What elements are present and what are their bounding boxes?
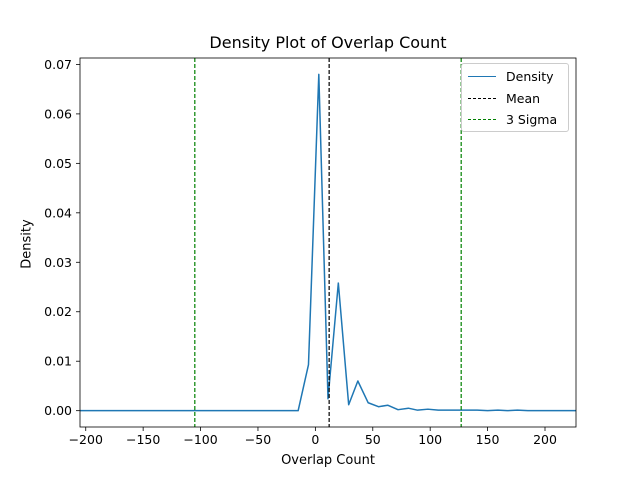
x-tick-label: 150 (476, 432, 500, 447)
chart-legend: Density Mean 3 Sigma (461, 63, 569, 132)
x-tick-label: 50 (365, 432, 381, 447)
chart-title: Density Plot of Overlap Count (209, 33, 447, 52)
y-tick-label: 0.07 (44, 57, 72, 72)
y-tick-label: 0.03 (44, 255, 72, 270)
y-tick-label: 0.04 (44, 205, 72, 220)
x-tick-label: 200 (533, 432, 557, 447)
x-axis-label: Overlap Count (281, 453, 375, 468)
legend-item-3-sigma: 3 Sigma (468, 110, 557, 128)
x-tick-label: −150 (126, 432, 160, 447)
legend-label-mean: Mean (506, 90, 541, 106)
y-tick-label: 0.06 (44, 106, 72, 121)
y-axis-label: Density (19, 219, 35, 269)
series-line-density (80, 73, 576, 412)
axes-frame (79, 57, 577, 428)
legend-label-3-sigma: 3 Sigma (506, 111, 558, 127)
legend-swatch-mean (468, 97, 496, 99)
legend-item-density: Density (468, 67, 554, 85)
y-tick-label: 0.01 (44, 354, 72, 369)
legend-item-mean: Mean (468, 89, 540, 107)
y-tick-label: 0.05 (44, 156, 72, 171)
legend-swatch-3-sigma (468, 118, 496, 120)
legend-swatch-density (468, 75, 496, 77)
x-tick-label: 100 (418, 432, 442, 447)
x-tick-label: −100 (183, 432, 217, 447)
y-tick-label: 0.02 (44, 304, 72, 319)
x-tick-label: −50 (245, 432, 271, 447)
x-tick-label: −200 (69, 432, 103, 447)
y-tick-label: 0.00 (44, 403, 72, 418)
x-tick-label: 0 (311, 432, 319, 447)
legend-label-density: Density (506, 68, 554, 84)
